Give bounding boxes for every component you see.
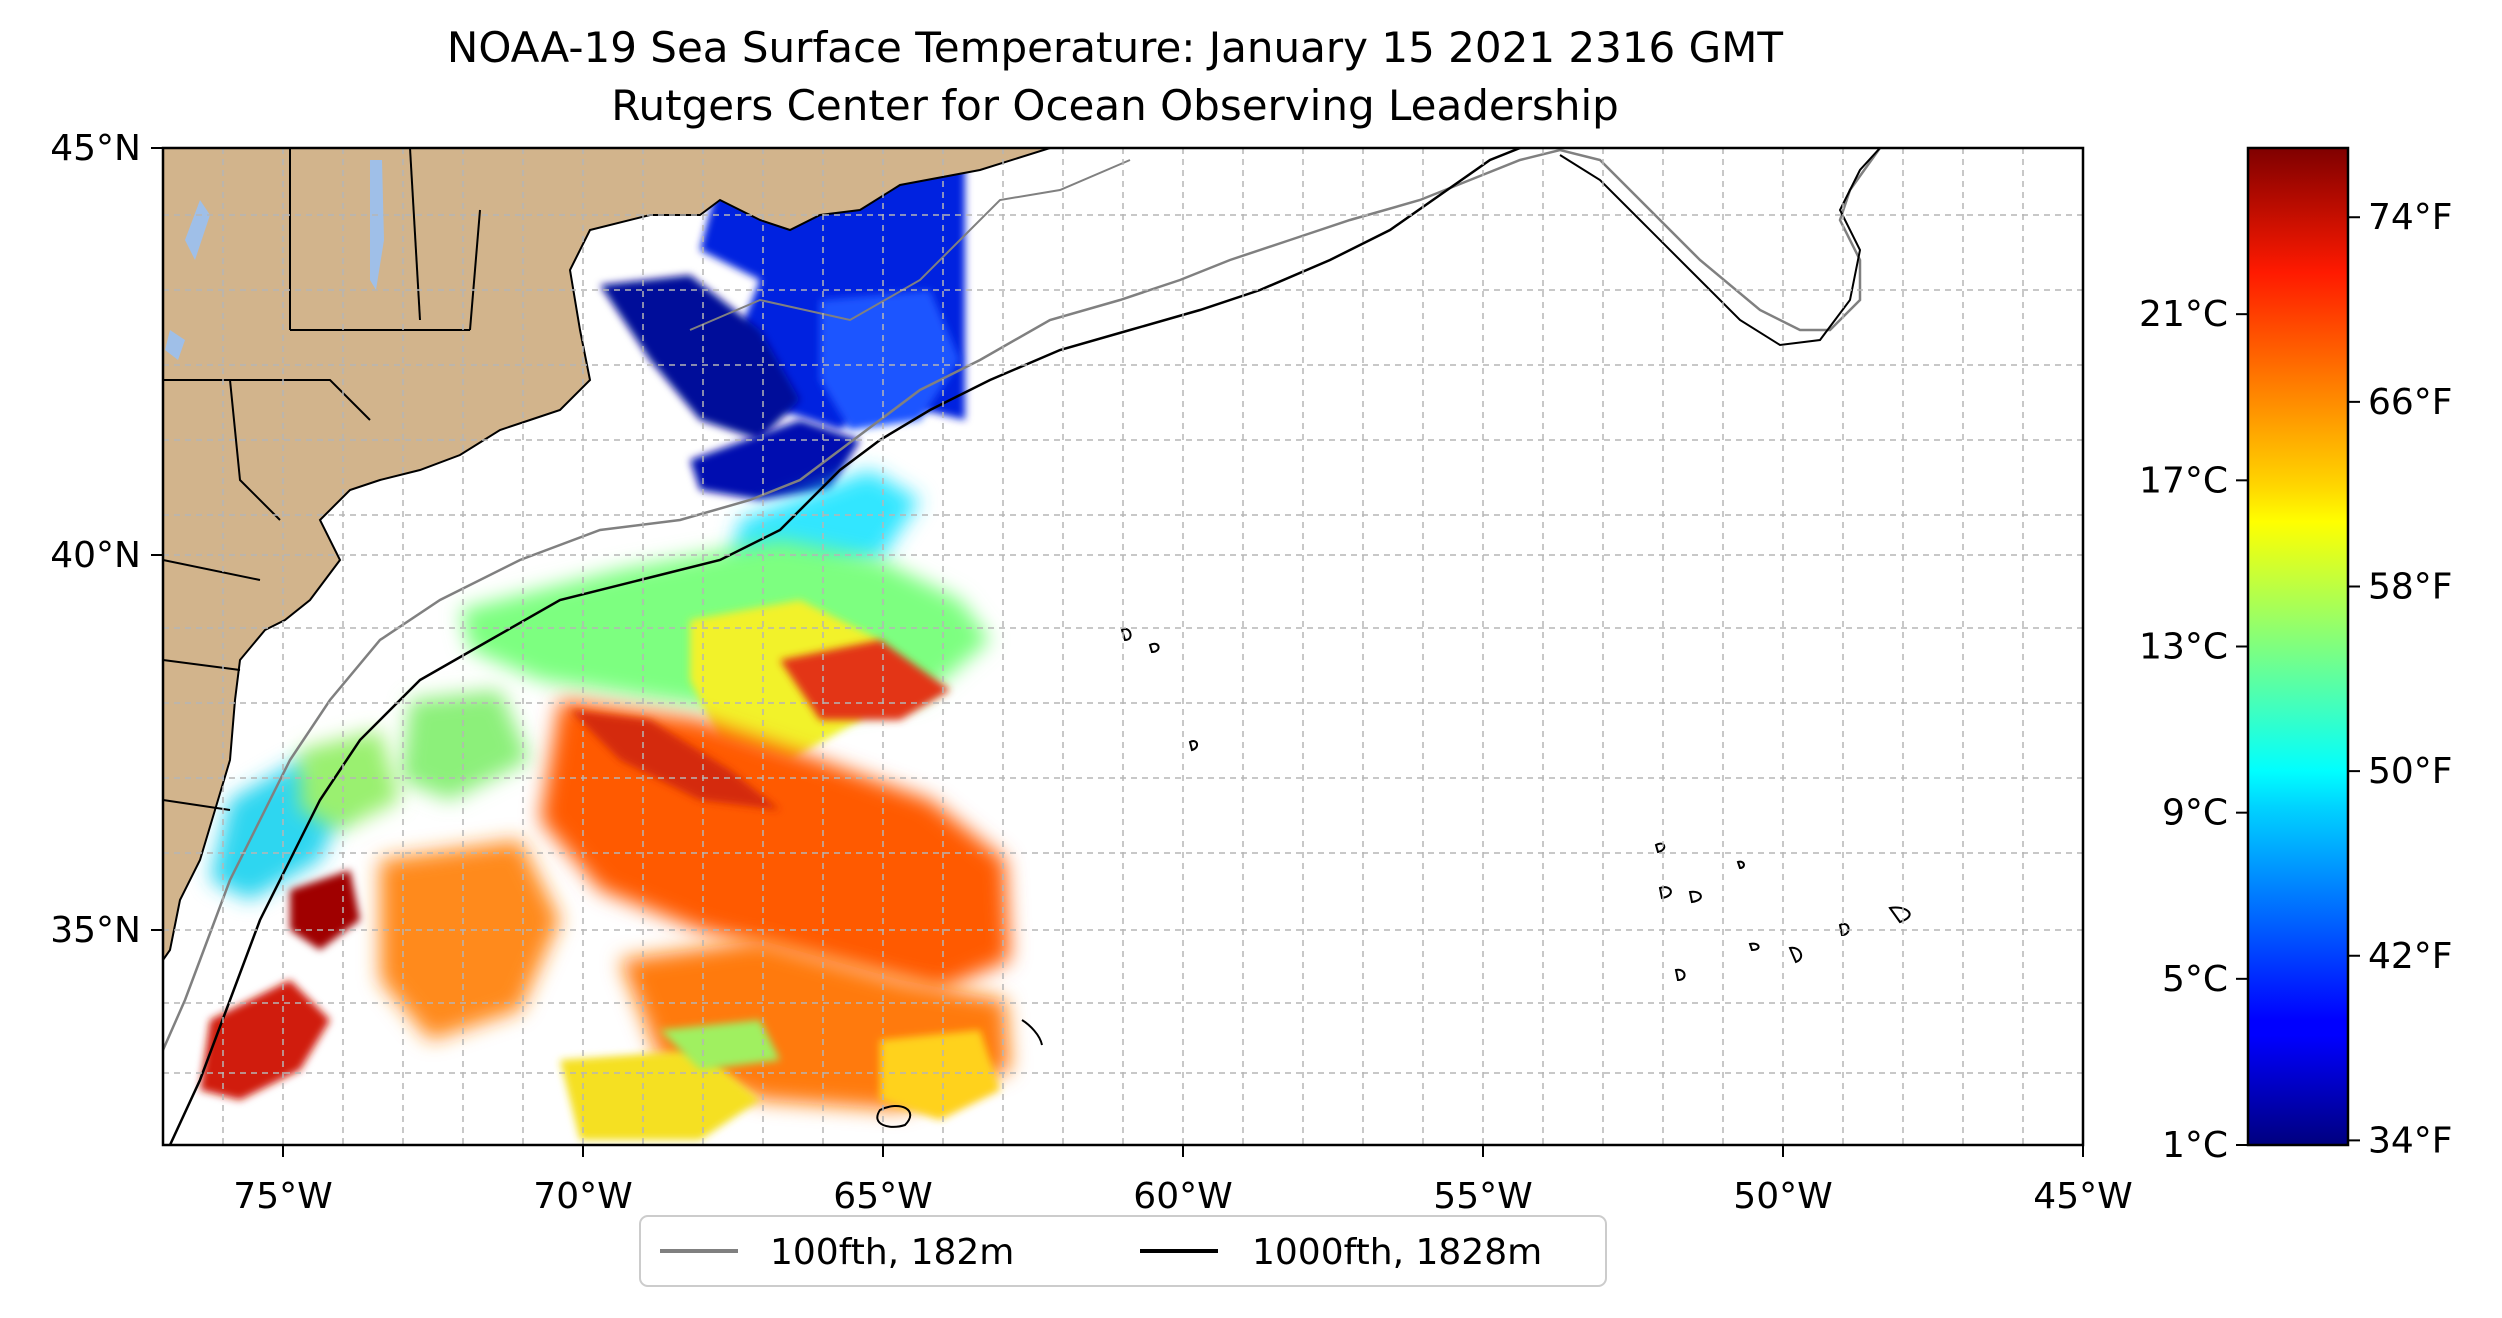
celsius-tick-label: 1°C: [2162, 1125, 2228, 1166]
colorbar-celsius-ticks: 1°C 5°C 9°C 13°C 17°C 21°C: [2139, 294, 2248, 1166]
sst-swath: [200, 148, 1010, 1140]
map-frame: [161, 146, 2085, 1147]
isobath-100fth: [163, 148, 1882, 1051]
lat-tick-label: 45°N: [50, 128, 141, 169]
colorbar-gradient: [2246, 146, 2350, 1147]
fahrenheit-tick-label: 34°F: [2368, 1120, 2453, 1161]
sst-yellow-south: [560, 1050, 760, 1140]
fahrenheit-tick-label: 58°F: [2368, 566, 2453, 607]
isobath-100fth-inner: [689, 159, 1131, 331]
lon-tick-label: 50°W: [1733, 1176, 1832, 1217]
legend-label-100fth: 100fth, 182m: [770, 1232, 1014, 1273]
fahrenheit-tick-label: 66°F: [2368, 382, 2453, 423]
lat-tick-label: 40°N: [50, 535, 141, 576]
latitude-tick-labels: 45°N 40°N 35°N: [50, 128, 163, 951]
sst-dark-blue-patch: [600, 275, 800, 440]
sst-gulf-stream-dark: [570, 710, 780, 810]
legend-box: [639, 1215, 1607, 1287]
colorbar-fahrenheit-ticks: 34°F 42°F 50°F 58°F 66°F 74°F: [2348, 197, 2453, 1161]
isobath-legend: 100fth, 182m 1000fth, 1828m: [639, 1215, 1607, 1287]
map-title-line1: NOAA-19 Sea Surface Temperature: January…: [447, 23, 1784, 72]
map-gridlines: [163, 148, 2083, 1145]
temperature-colorbar: 1°C 5°C 9°C 13°C 17°C 21°C 34°F 42°F 50°F 58°F 66…: [2139, 146, 2453, 1166]
lat-tick-label: 35°N: [50, 910, 141, 951]
sst-green-mid-atlantic: [400, 690, 530, 800]
lon-tick-label: 45°W: [2033, 1176, 2132, 1217]
celsius-tick-label: 5°C: [2162, 959, 2228, 1000]
lon-tick-label: 75°W: [233, 1176, 332, 1217]
map-title-line2: Rutgers Center for Ocean Observing Leade…: [611, 81, 1619, 130]
celsius-tick-label: 13°C: [2139, 627, 2228, 668]
lon-tick-label: 60°W: [1133, 1176, 1232, 1217]
isobath-1000fth: [168, 148, 1521, 1145]
land-northeast-us: [163, 148, 1051, 962]
lake-champlain: [370, 160, 384, 290]
sst-yellow-southeast: [880, 1030, 1000, 1120]
fahrenheit-tick-label: 50°F: [2368, 751, 2453, 792]
fahrenheit-tick-label: 42°F: [2368, 936, 2453, 977]
sst-green-south-strip: [660, 1020, 780, 1070]
lake-inland-1: [185, 200, 210, 260]
map-area: [163, 148, 2083, 1145]
sst-blue-georges: [820, 290, 960, 430]
lon-tick-label: 70°W: [533, 1176, 632, 1217]
lake-inland-2: [165, 330, 185, 360]
celsius-tick-label: 9°C: [2162, 793, 2228, 834]
state-borders: [163, 148, 481, 811]
legend-label-1000fth: 1000fth, 1828m: [1252, 1232, 1542, 1273]
lon-tick-label: 55°W: [1433, 1176, 1532, 1217]
celsius-tick-label: 21°C: [2139, 294, 2228, 335]
longitude-tick-labels: 75°W 70°W 65°W 60°W 55°W 50°W 45°W: [233, 1145, 2133, 1217]
sst-orange-west: [380, 840, 560, 1040]
celsius-tick-label: 17°C: [2139, 460, 2228, 501]
sst-red-coastal: [200, 980, 330, 1100]
fahrenheit-tick-label: 74°F: [2368, 197, 2453, 238]
sst-green-hatteras: [300, 730, 400, 830]
lon-tick-label: 65°W: [833, 1176, 932, 1217]
